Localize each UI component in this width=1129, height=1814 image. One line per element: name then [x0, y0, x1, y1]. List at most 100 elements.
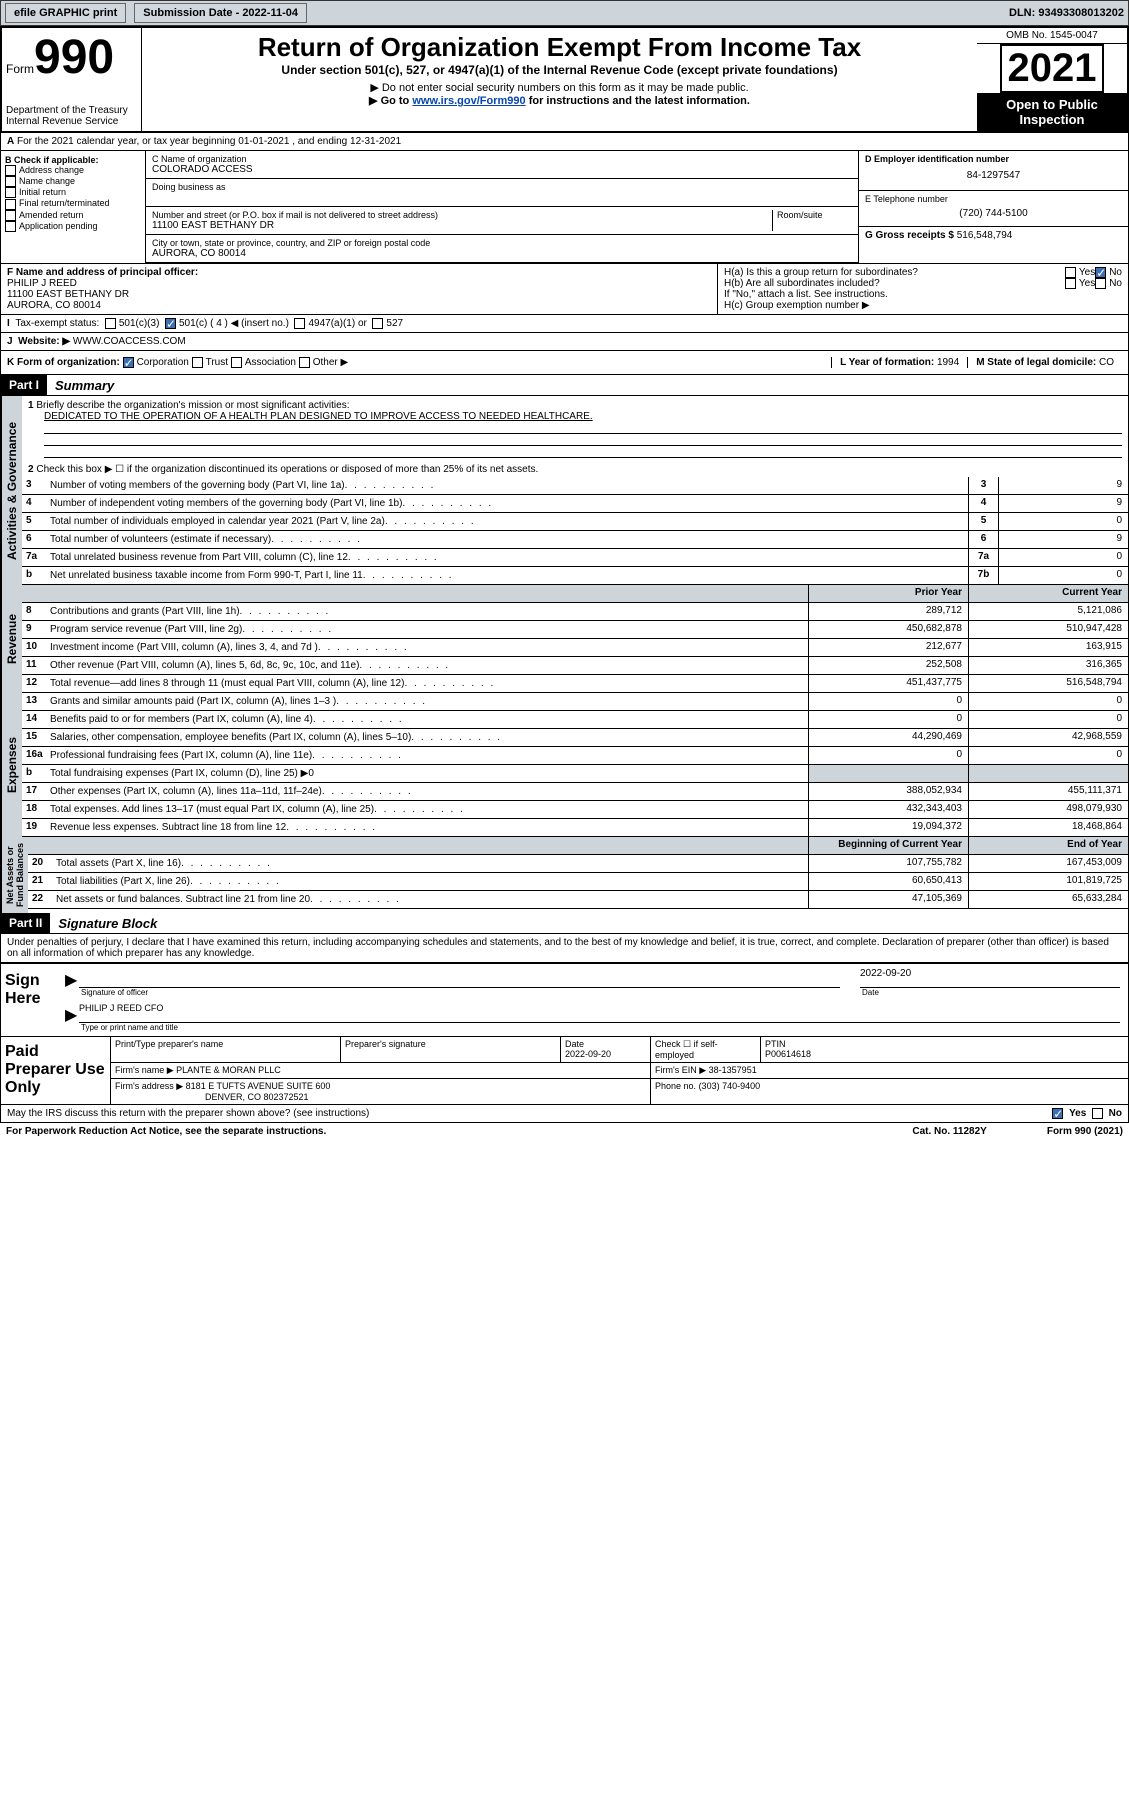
l1-val: DEDICATED TO THE OPERATION OF A HEALTH P… [44, 411, 593, 422]
firm-addr1: 8181 E TUFTS AVENUE SUITE 600 [186, 1081, 331, 1091]
form-prefix: Form [6, 62, 34, 76]
cb-trust[interactable] [192, 357, 203, 368]
may-no: No [1109, 1108, 1122, 1119]
dept-label: Department of the Treasury [6, 105, 137, 116]
may-discuss: May the IRS discuss this return with the… [0, 1105, 1129, 1123]
prep-date: 2022-09-20 [565, 1049, 611, 1059]
no1: No [1109, 267, 1122, 278]
cb-ha-yes[interactable] [1065, 267, 1076, 278]
row-j: J Website: ▶ WWW.COACCESS.COM [0, 333, 1129, 351]
name-cap: Type or print name and title [79, 1023, 1120, 1032]
h-b: H(b) Are all subordinates included? [724, 278, 1065, 289]
addr-label: Number and street (or P.O. box if mail i… [152, 210, 772, 220]
org-name: COLORADO ACCESS [152, 164, 852, 175]
b-header: B Check if applicable: [5, 155, 141, 165]
k-other: Other ▶ [313, 357, 348, 368]
cb-name-change[interactable] [5, 176, 16, 187]
subtitle-2: ▶ Do not enter social security numbers o… [146, 81, 973, 94]
signer-name: PHILIP J REED CFO [79, 1003, 163, 1013]
footer-left: For Paperwork Reduction Act Notice, see … [6, 1126, 326, 1137]
cb-4947[interactable] [294, 318, 305, 329]
subdate-button[interactable]: Submission Date - 2022-11-04 [134, 3, 307, 23]
cb-corp[interactable] [123, 357, 134, 368]
footer-right: Form 990 (2021) [1047, 1126, 1123, 1137]
c-name-label: C Name of organization [152, 154, 852, 164]
vtab-rev: Revenue [1, 585, 22, 693]
l1-label: Briefly describe the organization's miss… [36, 400, 349, 411]
may-text: May the IRS discuss this return with the… [7, 1108, 369, 1119]
phone-val: (720) 744-5100 [865, 204, 1122, 223]
row-klm: K Form of organization: Corporation Trus… [0, 351, 1129, 375]
dln-text: DLN: 93493308013202 [1009, 7, 1124, 19]
line-a: A For the 2021 calendar year, or tax yea… [0, 133, 1129, 151]
cb-may-yes[interactable] [1052, 1108, 1063, 1119]
sign-here-label: Sign Here [1, 964, 71, 1036]
cb-address-change[interactable] [5, 165, 16, 176]
sign-date: 2022-09-20 [860, 968, 911, 979]
date-cap: Date [860, 988, 1120, 997]
sigoff-cap: Signature of officer [79, 988, 840, 997]
preparer-block: Paid Preparer Use Only Print/Type prepar… [0, 1037, 1129, 1105]
prep-name-h: Print/Type preparer's name [111, 1037, 341, 1062]
col-curr: Current Year [968, 585, 1128, 602]
k-trust: Trust [206, 357, 228, 368]
section-b-to-g: B Check if applicable: Address change Na… [0, 151, 1129, 264]
part2-title: Signature Block [50, 916, 157, 931]
efile-button[interactable]: efile GRAPHIC print [5, 3, 126, 23]
vtab-exp: Expenses [1, 693, 22, 837]
cb-may-no[interactable] [1092, 1108, 1103, 1119]
k-label: K Form of organization: [7, 357, 120, 368]
cb-assoc[interactable] [231, 357, 242, 368]
officer-addr1: 11100 EAST BETHANY DR [7, 289, 711, 300]
part1-hdr: Part I [1, 375, 47, 395]
cb-501c[interactable] [165, 318, 176, 329]
opt-app: Application pending [19, 221, 98, 231]
cb-initial[interactable] [5, 187, 16, 198]
cb-other[interactable] [299, 357, 310, 368]
yes2: Yes [1079, 278, 1095, 289]
dba-label: Doing business as [152, 182, 852, 192]
net-block: Net Assets orFund Balances Beginning of … [0, 837, 1129, 913]
cb-amended[interactable] [5, 210, 16, 221]
penalty-text: Under penalties of perjury, I declare th… [0, 934, 1129, 962]
cb-final[interactable] [5, 199, 16, 210]
h-c: H(c) Group exemption number ▶ [724, 300, 1122, 311]
phone-l: Phone no. [655, 1081, 696, 1091]
k-corp: Corporation [137, 357, 189, 368]
expenses-block: Expenses 13Grants and similar amounts pa… [0, 693, 1129, 837]
officer-name: PHILIP J REED [7, 278, 711, 289]
firm-addr2: DENVER, CO 802372521 [205, 1092, 309, 1102]
gross-receipts: 516,548,794 [957, 230, 1013, 241]
omb-number: OMB No. 1545-0047 [977, 28, 1127, 44]
cb-501c3[interactable] [105, 318, 116, 329]
part1-title: Summary [47, 378, 114, 393]
i-a: 4947(a)(1) or [308, 318, 366, 329]
prep-sig-h: Preparer's signature [341, 1037, 561, 1062]
prep-check: Check ☐ if self-employed [651, 1037, 761, 1062]
g-label: G Gross receipts $ [865, 230, 954, 241]
opt-name: Name change [19, 176, 75, 186]
opt-init: Initial return [19, 187, 66, 197]
firm-l: Firm's name ▶ [115, 1065, 174, 1075]
sig-arrow-icon: ▶ [65, 970, 77, 990]
m-label: M State of legal domicile: [976, 357, 1096, 368]
h-a: H(a) Is this a group return for subordin… [724, 267, 1065, 278]
e-label: E Telephone number [865, 194, 1122, 204]
cb-527[interactable] [372, 318, 383, 329]
sub3-post: for instructions and the latest informat… [526, 95, 750, 107]
city-val: AURORA, CO 80014 [152, 248, 852, 259]
l-label: L Year of formation: [840, 357, 934, 368]
irs-link[interactable]: www.irs.gov/Form990 [412, 95, 525, 107]
cb-hb-yes[interactable] [1065, 278, 1076, 289]
cb-ha-no[interactable] [1095, 267, 1106, 278]
cb-app-pending[interactable] [5, 221, 16, 232]
firm-name: PLANTE & MORAN PLLC [176, 1065, 281, 1075]
ptin-val: P00614618 [765, 1049, 811, 1059]
vtab-gov: Activities & Governance [1, 396, 22, 585]
opt-final: Final return/terminated [19, 198, 110, 208]
ein-val: 84-1297547 [865, 164, 1122, 187]
sub3-pre: ▶ Go to [369, 95, 412, 107]
prep-date-h: Date [565, 1039, 584, 1049]
j-label: Website: ▶ [18, 336, 70, 347]
h-b-note: If "No," attach a list. See instructions… [724, 289, 1122, 300]
